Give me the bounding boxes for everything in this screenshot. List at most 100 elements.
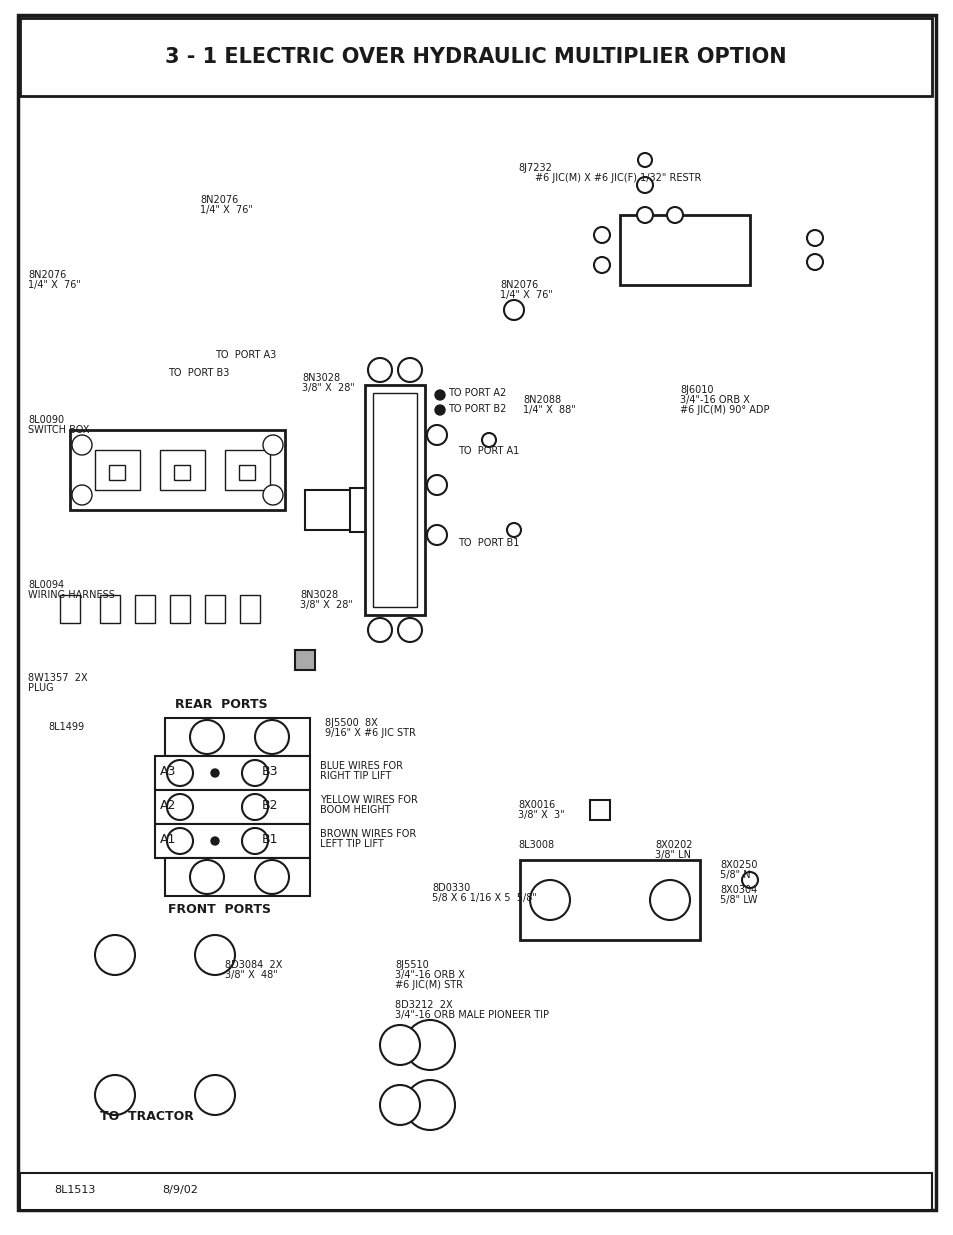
Text: 3/8" LN: 3/8" LN — [655, 850, 690, 860]
Text: B1: B1 — [262, 832, 278, 846]
Text: 8N3028: 8N3028 — [302, 373, 340, 383]
Text: TO  PORT B1: TO PORT B1 — [457, 538, 518, 548]
Bar — [365, 385, 424, 615]
Bar — [70, 430, 285, 510]
Bar — [239, 466, 254, 480]
Text: 8N2076: 8N2076 — [200, 195, 238, 205]
Text: 1/4" X  76": 1/4" X 76" — [28, 280, 81, 290]
Circle shape — [211, 769, 219, 777]
Text: 5/8" LW: 5/8" LW — [720, 895, 757, 905]
Text: 3/4"-16 ORB MALE PIONEER TIP: 3/4"-16 ORB MALE PIONEER TIP — [395, 1010, 548, 1020]
Circle shape — [254, 720, 289, 755]
Text: 8X0202: 8X0202 — [655, 840, 692, 850]
Text: 3/8" X  48": 3/8" X 48" — [225, 969, 277, 981]
Bar — [20, 1173, 931, 1210]
Circle shape — [95, 1074, 135, 1115]
Text: 8J7232: 8J7232 — [517, 163, 552, 173]
Circle shape — [530, 881, 569, 920]
Circle shape — [481, 433, 496, 447]
Circle shape — [167, 794, 193, 820]
Text: 8J5500  8X: 8J5500 8X — [325, 718, 377, 727]
Circle shape — [95, 935, 135, 974]
Text: 3 - 1 ELECTRIC OVER HYDRAULIC MULTIPLIER OPTION: 3 - 1 ELECTRIC OVER HYDRAULIC MULTIPLIER… — [165, 47, 786, 67]
Text: 8D3212  2X: 8D3212 2X — [395, 1000, 452, 1010]
Circle shape — [427, 525, 447, 545]
Bar — [60, 595, 80, 622]
Bar — [154, 790, 310, 824]
Bar — [519, 860, 700, 940]
Text: B3: B3 — [262, 764, 278, 778]
Bar — [294, 650, 314, 671]
Circle shape — [368, 358, 392, 382]
Text: #6 JIC(M) X #6 JIC(F) 1/32" RESTR: #6 JIC(M) X #6 JIC(F) 1/32" RESTR — [535, 173, 700, 183]
Circle shape — [379, 1025, 419, 1065]
Bar — [135, 595, 154, 622]
Circle shape — [167, 760, 193, 785]
Text: 3/4"-16 ORB X: 3/4"-16 ORB X — [395, 969, 464, 981]
Text: REAR  PORTS: REAR PORTS — [174, 698, 268, 711]
Circle shape — [806, 230, 822, 246]
Circle shape — [263, 485, 283, 505]
Text: 8D3084  2X: 8D3084 2X — [225, 960, 282, 969]
Text: 1/4" X  76": 1/4" X 76" — [499, 290, 553, 300]
Text: 3/8" X  3": 3/8" X 3" — [517, 810, 564, 820]
Text: TO PORT A2: TO PORT A2 — [448, 388, 506, 398]
Bar — [100, 595, 120, 622]
Text: 8J5510: 8J5510 — [395, 960, 428, 969]
Text: 8X0016: 8X0016 — [517, 800, 555, 810]
Text: 8L3008: 8L3008 — [517, 840, 554, 850]
Text: 8L0094: 8L0094 — [28, 580, 64, 590]
Text: BOOM HEIGHT: BOOM HEIGHT — [319, 805, 390, 815]
Circle shape — [242, 827, 268, 853]
Text: 8N2076: 8N2076 — [499, 280, 537, 290]
Text: LEFT TIP LIFT: LEFT TIP LIFT — [319, 839, 383, 848]
Text: TO  TRACTOR: TO TRACTOR — [100, 1110, 193, 1123]
Bar — [20, 19, 931, 96]
Text: 3/4"-16 ORB X: 3/4"-16 ORB X — [679, 395, 749, 405]
Circle shape — [638, 153, 651, 167]
Circle shape — [254, 860, 289, 894]
Text: YELLOW WIRES FOR: YELLOW WIRES FOR — [319, 795, 417, 805]
Circle shape — [194, 935, 234, 974]
Bar — [154, 824, 310, 858]
Text: TO  PORT A1: TO PORT A1 — [457, 446, 518, 456]
Circle shape — [368, 618, 392, 642]
Text: 8X0304: 8X0304 — [720, 885, 757, 895]
Bar — [205, 595, 225, 622]
Circle shape — [637, 207, 652, 224]
Bar — [385, 1020, 435, 1070]
Circle shape — [405, 1079, 455, 1130]
Bar — [373, 393, 416, 606]
Bar — [160, 450, 205, 490]
Text: A2: A2 — [160, 799, 176, 811]
Text: 3/8" X  28": 3/8" X 28" — [302, 383, 355, 393]
Text: 3/8" X  28": 3/8" X 28" — [299, 600, 353, 610]
Bar — [619, 215, 749, 285]
Text: BLUE WIRES FOR: BLUE WIRES FOR — [319, 761, 402, 771]
Text: 1/4" X  76": 1/4" X 76" — [200, 205, 253, 215]
Circle shape — [242, 794, 268, 820]
Circle shape — [379, 1086, 419, 1125]
Text: TO PORT B2: TO PORT B2 — [448, 404, 506, 414]
Text: TO  PORT A3: TO PORT A3 — [214, 350, 276, 359]
Text: BROWN WIRES FOR: BROWN WIRES FOR — [319, 829, 416, 839]
Circle shape — [741, 872, 758, 888]
Text: 8L0090: 8L0090 — [28, 415, 64, 425]
Text: 5/8" N: 5/8" N — [720, 869, 750, 881]
Text: 8/9/02: 8/9/02 — [162, 1186, 197, 1195]
Circle shape — [263, 435, 283, 454]
Circle shape — [242, 760, 268, 785]
Bar — [109, 466, 125, 480]
Circle shape — [594, 227, 609, 243]
Bar — [165, 858, 310, 897]
Text: RIGHT TIP LIFT: RIGHT TIP LIFT — [319, 771, 391, 781]
Circle shape — [211, 837, 219, 845]
Text: FRONT  PORTS: FRONT PORTS — [168, 903, 271, 916]
Circle shape — [397, 618, 421, 642]
Circle shape — [503, 300, 523, 320]
Text: 8D0330: 8D0330 — [432, 883, 470, 893]
Text: PLUG: PLUG — [28, 683, 53, 693]
Circle shape — [637, 177, 652, 193]
Text: 8X0250: 8X0250 — [720, 860, 757, 869]
Text: 9/16" X #6 JIC STR: 9/16" X #6 JIC STR — [325, 727, 416, 739]
